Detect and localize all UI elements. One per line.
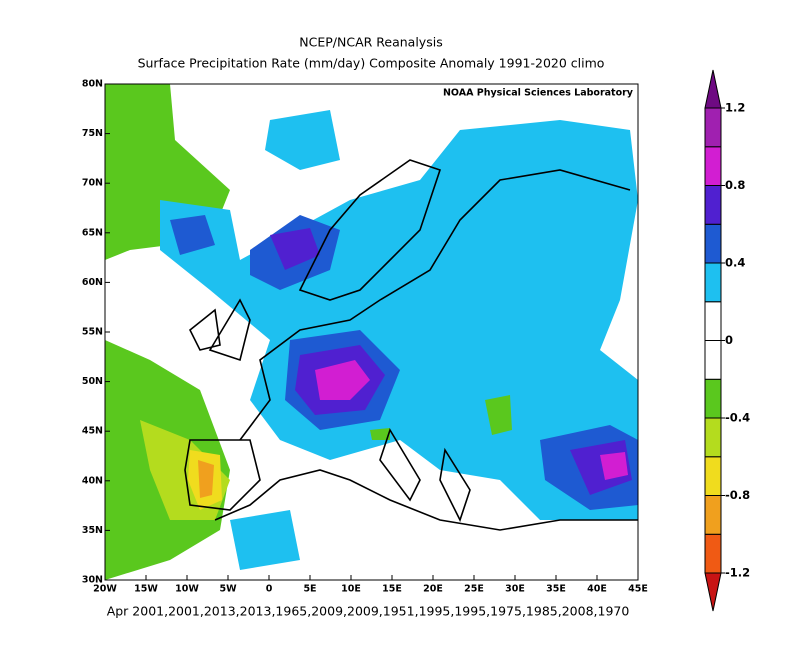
colorbar-label: 0.4	[725, 256, 745, 270]
colorbar-box	[704, 262, 722, 303]
x-tick-label: 10E	[341, 584, 361, 595]
colorbar-box	[704, 146, 722, 186]
anomaly-field	[105, 84, 638, 580]
x-tick-label: 30E	[505, 584, 525, 595]
y-tick-label: 80N	[82, 79, 103, 90]
x-tick-label: 35E	[546, 584, 566, 595]
colorbar-box	[704, 301, 722, 341]
x-tick-label: 15E	[382, 584, 402, 595]
x-tick-label: 20E	[423, 584, 443, 595]
x-tick-label: 15W	[134, 584, 158, 595]
y-tick-label: 30N	[82, 575, 103, 586]
y-tick-label: 55N	[82, 327, 103, 338]
colorbar-extend-high	[704, 69, 722, 109]
caption: Apr 2001,2001,2013,2013,1965,2009,2009,1…	[107, 604, 630, 619]
colorbar-label: 0	[725, 333, 733, 347]
x-tick-label: 10W	[175, 584, 199, 595]
chart-title: NCEP/NCAR Reanalysis	[299, 35, 442, 50]
x-tick-label: 25E	[464, 584, 484, 595]
x-tick-label: 5E	[303, 584, 316, 595]
colorbar-box	[704, 378, 722, 419]
y-tick-label: 45N	[82, 426, 103, 437]
colorbar-box	[704, 456, 722, 496]
x-tick-label: 40E	[587, 584, 607, 595]
y-tick-label: 50N	[82, 376, 103, 387]
colorbar-label: -0.8	[725, 488, 750, 502]
colorbar-box	[704, 340, 722, 380]
colorbar-extend-low	[704, 572, 722, 612]
credit: NOAA Physical Sciences Laboratory	[443, 88, 634, 99]
colorbar-box	[704, 107, 722, 148]
y-tick-label: 40N	[82, 475, 103, 486]
y-tick-label: 65N	[82, 227, 103, 238]
x-tick-label: 45E	[628, 584, 648, 595]
y-tick-label: 35N	[82, 525, 103, 536]
colorbar-label: 0.8	[725, 178, 745, 192]
credit-box	[405, 85, 637, 101]
x-tick-label: 0	[266, 584, 273, 595]
x-tick-label: 5W	[219, 584, 237, 595]
colorbar-label: -0.4	[725, 411, 750, 425]
colorbar-label: -1.2	[725, 566, 750, 580]
colorbar-box	[704, 495, 722, 535]
colorbar-label: 1.2	[725, 101, 745, 115]
colorbar-box	[704, 417, 722, 458]
colorbar-box	[704, 185, 722, 225]
chart-subtitle: Surface Precipitation Rate (mm/day) Comp…	[138, 56, 605, 71]
colorbar-box	[704, 223, 722, 264]
x-tick-label: 20W	[93, 584, 117, 595]
y-tick-label: 70N	[82, 178, 103, 189]
colorbar-box	[704, 533, 722, 574]
y-tick-label: 60N	[82, 277, 103, 288]
y-tick-label: 75N	[82, 128, 103, 139]
